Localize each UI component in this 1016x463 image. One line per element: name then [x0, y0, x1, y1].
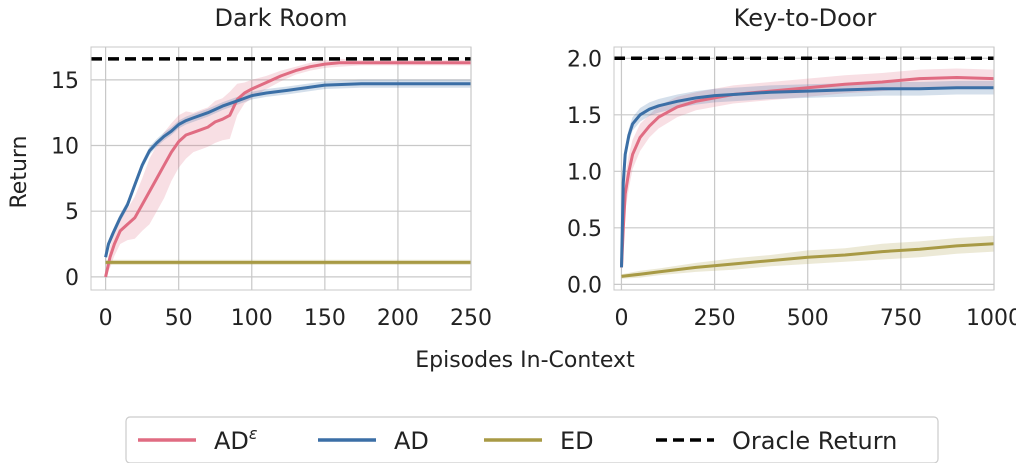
series-line-ad	[104, 82, 471, 258]
chart-panel-dark-room: Dark Room 0 50 100 150 200 250 0 5 10 15	[51, 4, 492, 331]
x-tick-label: 0	[99, 306, 113, 331]
band-ad	[621, 80, 994, 274]
y-tick-label: 15	[51, 69, 79, 94]
y-tick-label: 1.5	[567, 104, 602, 129]
chart-panel-key-to-door: Key-to-Door 0 250 500 750 1000 0.0 0.5 1.0 1.5 2…	[567, 4, 1016, 331]
x-tick-label: 100	[231, 306, 273, 331]
x-tick-labels: 0 50 100 150 200 250	[99, 306, 492, 331]
x-tick-label: 250	[450, 306, 492, 331]
legend: ADε AD ED Oracle Return	[125, 416, 939, 463]
x-tick-label: 1000	[966, 306, 1016, 331]
y-tick-label: 5	[65, 200, 79, 225]
legend-superscript: ε	[249, 424, 258, 443]
y-tick-label: 2.0	[567, 47, 602, 72]
series-lines	[614, 56, 995, 278]
y-axis-label: Return	[7, 135, 32, 208]
series-lines	[91, 57, 471, 278]
plot-frame	[90, 46, 472, 291]
panel-title: Dark Room	[215, 4, 348, 32]
panel-title: Key-to-Door	[734, 4, 877, 32]
x-tick-label: 50	[165, 306, 193, 331]
legend-label-oracle: Oracle Return	[732, 427, 897, 455]
series-line-ad_eps	[104, 61, 471, 278]
series-line-ad	[620, 86, 994, 268]
y-tick-label: 10	[51, 135, 79, 160]
legend-label-ed: ED	[560, 427, 594, 455]
series-line-ed	[621, 242, 995, 278]
y-tick-label: 0.5	[567, 217, 602, 242]
legend-label-ad: AD	[394, 427, 429, 455]
x-tick-label: 500	[787, 306, 829, 331]
y-tick-label: 0.0	[567, 273, 602, 298]
x-tick-label: 200	[377, 306, 419, 331]
y-tick-label: 0	[65, 266, 79, 291]
x-tick-label: 150	[304, 306, 346, 331]
x-tick-label: 0	[614, 306, 628, 331]
plot-frame	[613, 46, 995, 291]
band-ad_eps	[105, 58, 471, 277]
x-tick-label: 750	[880, 306, 922, 331]
y-tick-labels: 0.0 0.5 1.0 1.5 2.0	[567, 47, 602, 298]
y-tick-label: 1.0	[567, 160, 602, 185]
x-tick-label: 250	[694, 306, 736, 331]
x-axis-label: Episodes In-Context	[415, 348, 635, 373]
y-tick-labels: 0 5 10 15	[51, 69, 79, 291]
x-tick-labels: 0 250 500 750 1000	[614, 306, 1016, 331]
series-line-ad_eps	[620, 76, 995, 268]
